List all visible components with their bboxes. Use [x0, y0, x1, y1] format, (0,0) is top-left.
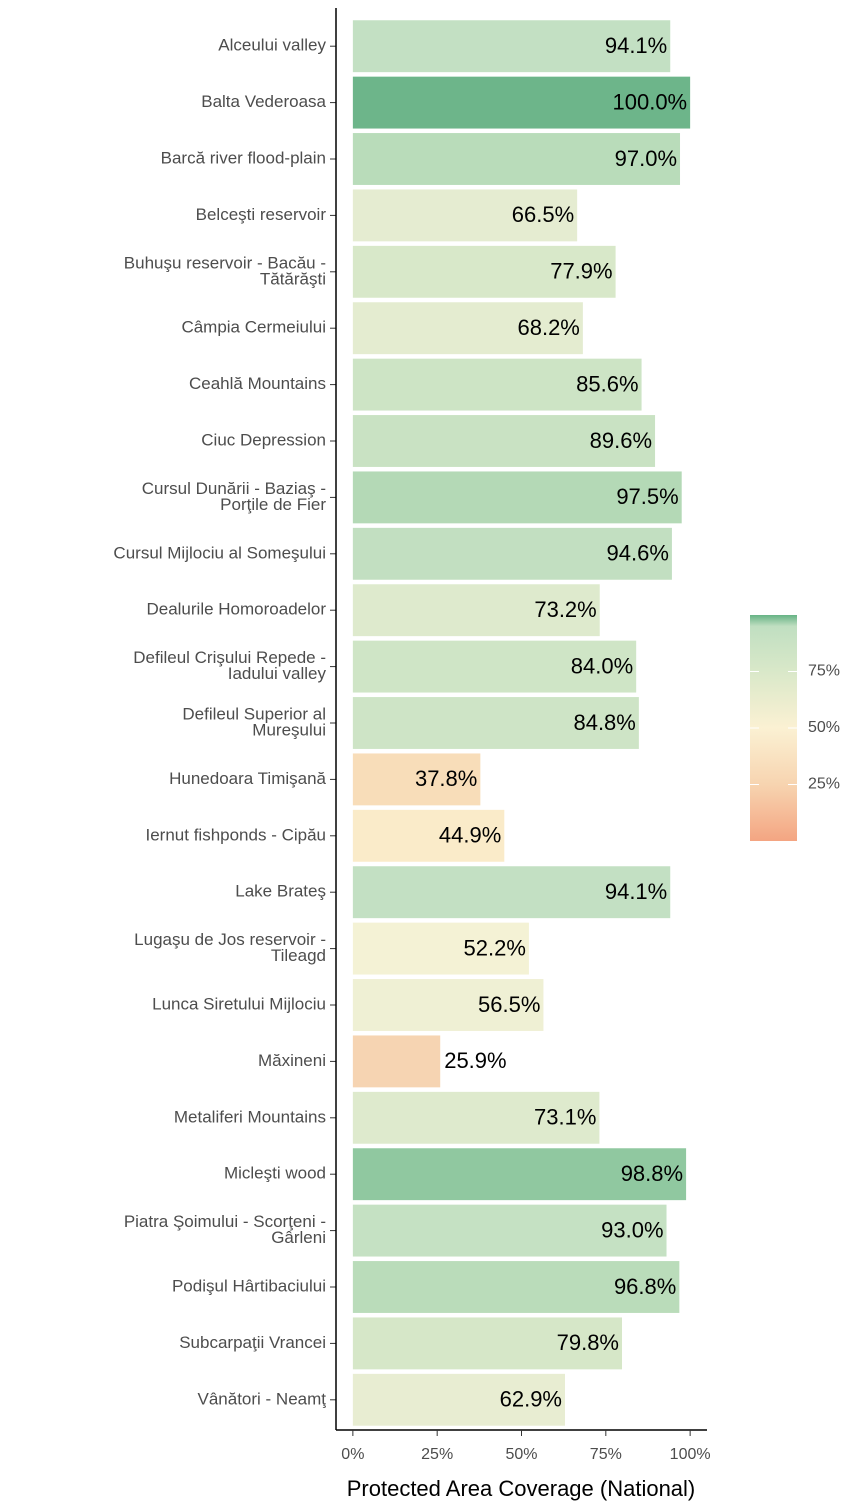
y-tick-label: Iadului valley: [228, 664, 327, 683]
bar: [352, 471, 682, 524]
y-tick-label: Defileul Crişului Repede -: [133, 648, 326, 667]
bar: [352, 1204, 667, 1257]
data-label: 100.0%: [613, 89, 688, 114]
y-tick-label: Buhuşu reservoir - Bacău -: [124, 253, 326, 272]
bar: [352, 1261, 680, 1313]
bar: [352, 20, 671, 73]
y-tick-label: Podişul Hârtibaciului: [172, 1276, 326, 1295]
bar: [352, 922, 529, 975]
bar: [352, 1373, 566, 1426]
y-tick-label: Cursul Dunării - Baziaş -: [142, 479, 326, 498]
bar: [352, 1091, 600, 1144]
data-label: 94.1%: [605, 879, 667, 904]
bar: [352, 1317, 623, 1370]
y-tick-label: Piatra Şoimului - Scorţeni -: [124, 1212, 326, 1231]
data-label: 97.5%: [616, 484, 678, 509]
y-tick-label: Defileul Superior al: [182, 704, 326, 723]
y-tick-label: Belceşti reservoir: [196, 205, 327, 224]
x-axis-title: Protected Area Coverage (National): [347, 1476, 696, 1501]
y-tick-label: Mureşului: [252, 720, 326, 739]
x-tick-label: 100%: [670, 1446, 711, 1463]
data-label: 44.9%: [439, 823, 501, 848]
bar: [352, 640, 637, 693]
y-tick-label: Ceahlă Mountains: [189, 374, 326, 393]
data-label: 93.0%: [601, 1217, 663, 1242]
y-tick-label: Dealurile Homoroadelor: [146, 600, 326, 619]
y-tick-label: Tileagd: [271, 946, 326, 965]
data-label: 73.1%: [534, 1105, 596, 1130]
bar: [352, 809, 505, 862]
y-tick-label: Lake Brateş: [235, 882, 326, 901]
data-label: 96.8%: [614, 1274, 676, 1299]
x-tick-label: 50%: [505, 1446, 537, 1463]
bar: [352, 302, 583, 355]
bar: [352, 133, 681, 185]
data-label: 85.6%: [576, 371, 638, 396]
bar: [352, 415, 656, 467]
data-label: 94.6%: [607, 541, 669, 566]
data-label: 37.8%: [415, 766, 477, 791]
x-tick-label: 75%: [590, 1446, 622, 1463]
x-tick-label: 0%: [341, 1446, 364, 1463]
bar: [352, 697, 639, 749]
bar: [352, 245, 616, 298]
y-tick-label: Hunedoara Timişană: [169, 769, 326, 788]
data-label: 68.2%: [517, 315, 579, 340]
data-label: 77.9%: [550, 259, 612, 284]
bar: [352, 76, 691, 129]
bar: [352, 527, 672, 580]
y-tick-label: Barcă river flood-plain: [161, 148, 326, 167]
legend-tick-label: 50%: [808, 719, 840, 736]
y-tick-label: Tătărăşti: [260, 269, 326, 288]
y-tick-label: Balta Vederoasa: [201, 92, 326, 111]
y-tick-label: Câmpia Cermeiului: [181, 318, 326, 337]
legend-tick-label: 25%: [808, 776, 840, 793]
data-label: 56.5%: [478, 992, 540, 1017]
bar: [352, 753, 481, 806]
data-label: 84.0%: [571, 653, 633, 678]
data-label: 25.9%: [444, 1048, 506, 1073]
legend-tick-label: 75%: [808, 663, 840, 680]
bar: [352, 1035, 441, 1088]
y-tick-label: Metaliferi Mountains: [174, 1107, 326, 1126]
y-tick-label: Cursul Mijlociu al Someşului: [113, 543, 326, 562]
y-tick-label: Gârleni: [271, 1228, 326, 1247]
y-tick-label: Lugaşu de Jos reservoir -: [134, 930, 326, 949]
data-label: 62.9%: [500, 1387, 562, 1412]
y-tick-label: Lunca Siretului Mijlociu: [152, 994, 326, 1013]
data-label: 66.5%: [512, 202, 574, 227]
y-tick-label: Alceului valley: [218, 36, 326, 55]
bar: [352, 189, 578, 242]
bar: [352, 1148, 687, 1201]
data-label: 84.8%: [573, 710, 635, 735]
y-tick-label: Iernut fishponds - Cipău: [146, 825, 327, 844]
bar: [352, 584, 600, 637]
y-tick-label: Măxineni: [258, 1051, 326, 1070]
bar: [352, 358, 642, 411]
y-tick-label: Porţile de Fier: [220, 495, 326, 514]
y-tick-label: Micleşti wood: [224, 1164, 326, 1183]
bar: [352, 979, 544, 1031]
bar: [352, 866, 671, 919]
y-tick-label: Subcarpaţii Vrancei: [179, 1333, 326, 1352]
data-label: 98.8%: [621, 1161, 683, 1186]
y-tick-label: Vânători - Neamţ: [198, 1389, 327, 1408]
data-label: 89.6%: [590, 428, 652, 453]
data-label: 97.0%: [615, 146, 677, 171]
data-label: 73.2%: [534, 597, 596, 622]
data-label: 94.1%: [605, 33, 667, 58]
x-tick-label: 25%: [421, 1446, 453, 1463]
y-tick-label: Ciuc Depression: [201, 430, 326, 449]
data-label: 52.2%: [464, 935, 526, 960]
data-label: 79.8%: [557, 1330, 619, 1355]
